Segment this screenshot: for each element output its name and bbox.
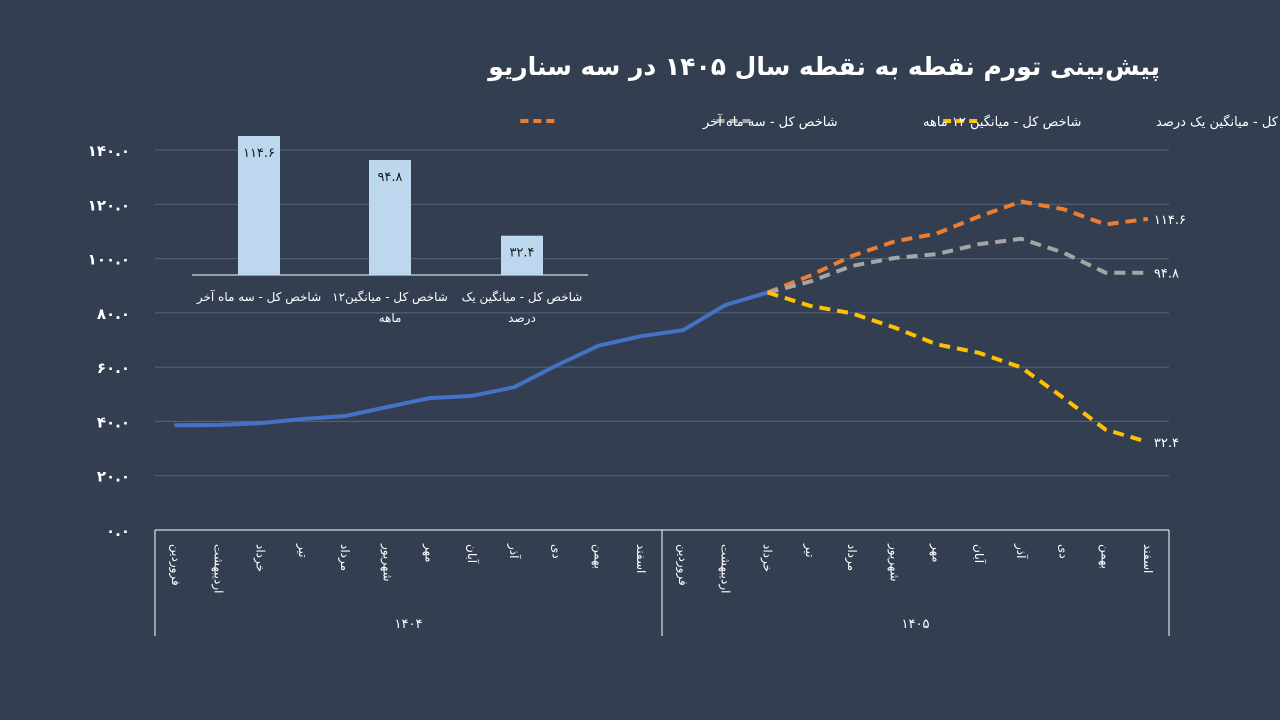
- month-label: آبان: [972, 544, 987, 564]
- inset-bar-value: ۹۴.۸: [377, 170, 402, 185]
- series-end-label: ۹۴.۸: [1154, 267, 1179, 282]
- series-line-last3: [766, 199, 1149, 295]
- month-label: مرداد: [844, 544, 859, 571]
- series-end-label: ۳۲.۴: [1154, 436, 1179, 451]
- inset-category-label: شاخص کل - میانگین۱۲: [332, 290, 448, 305]
- month-label: فروردین: [168, 544, 183, 586]
- month-label: اردیبهشت: [717, 544, 732, 593]
- month-label: آبان: [465, 544, 480, 564]
- y-tick-label: ۱۴۰.۰: [88, 142, 130, 160]
- month-label: تیر: [295, 543, 310, 558]
- month-label: مهر: [929, 543, 944, 563]
- y-tick-label: ۰.۰: [106, 522, 130, 540]
- inset-bar-value: ۱۱۴.۶: [243, 146, 275, 161]
- series-line-twelve: [767, 236, 1148, 295]
- month-label: بهمن: [591, 544, 606, 569]
- y-tick-label: ۴۰.۰: [97, 413, 130, 431]
- year-label: ۱۴۰۵: [902, 617, 930, 632]
- legend-label: شاخص کل - میانگین یک درصد: [1156, 114, 1280, 130]
- month-label: اسفند: [634, 544, 648, 573]
- month-label: شهریور: [379, 543, 394, 582]
- y-tick-label: ۱۲۰.۰: [88, 196, 130, 214]
- month-label: اسفند: [1141, 544, 1155, 573]
- month-label: بهمن: [1098, 544, 1113, 569]
- month-label: فروردین: [675, 544, 690, 586]
- inset-category-label: درصد: [508, 311, 536, 326]
- y-tick-label: ۲۰.۰: [97, 468, 130, 486]
- series-end-label: ۱۱۴.۶: [1154, 213, 1186, 228]
- month-label: مهر: [422, 543, 437, 563]
- month-label: آذر: [506, 543, 522, 559]
- month-label: مرداد: [337, 544, 352, 571]
- series-line-actual: [174, 290, 770, 428]
- chart-title: پیش‌بینی تورم نقطه به نقطه سال ۱۴۰۵ در س…: [488, 52, 1160, 81]
- month-label: خرداد: [253, 544, 268, 572]
- month-label: آذر: [1013, 543, 1029, 559]
- month-label: دی: [1056, 544, 1070, 559]
- legend-label: شاخص کل - میانگین ۱۲ ماهه: [923, 114, 1081, 130]
- inset-category-label: ماهه: [379, 311, 402, 325]
- y-tick-label: ۶۰.۰: [97, 359, 130, 377]
- month-label: دی: [549, 544, 563, 559]
- y-tick-label: ۱۰۰.۰: [88, 251, 130, 269]
- month-label: خرداد: [760, 544, 775, 572]
- inset-bar: [369, 160, 411, 275]
- inset-category-label: شاخص کل - میانگین یک: [462, 290, 583, 305]
- y-tick-label: ۸۰.۰: [97, 305, 130, 323]
- inset-bar: [501, 235, 543, 275]
- year-label: ۱۴۰۴: [395, 617, 423, 632]
- series-line-onepct: [767, 290, 1149, 445]
- legend-label: شاخص کل - سه ماه آخر: [702, 113, 838, 130]
- month-label: اردیبهشت: [210, 544, 225, 593]
- month-label: تیر: [802, 543, 817, 558]
- inset-category-label: شاخص کل - سه ماه آخر: [196, 289, 321, 305]
- month-label: شهریور: [886, 543, 901, 582]
- inset-bar-value: ۳۲.۴: [509, 246, 534, 261]
- inset-bar: [238, 136, 280, 275]
